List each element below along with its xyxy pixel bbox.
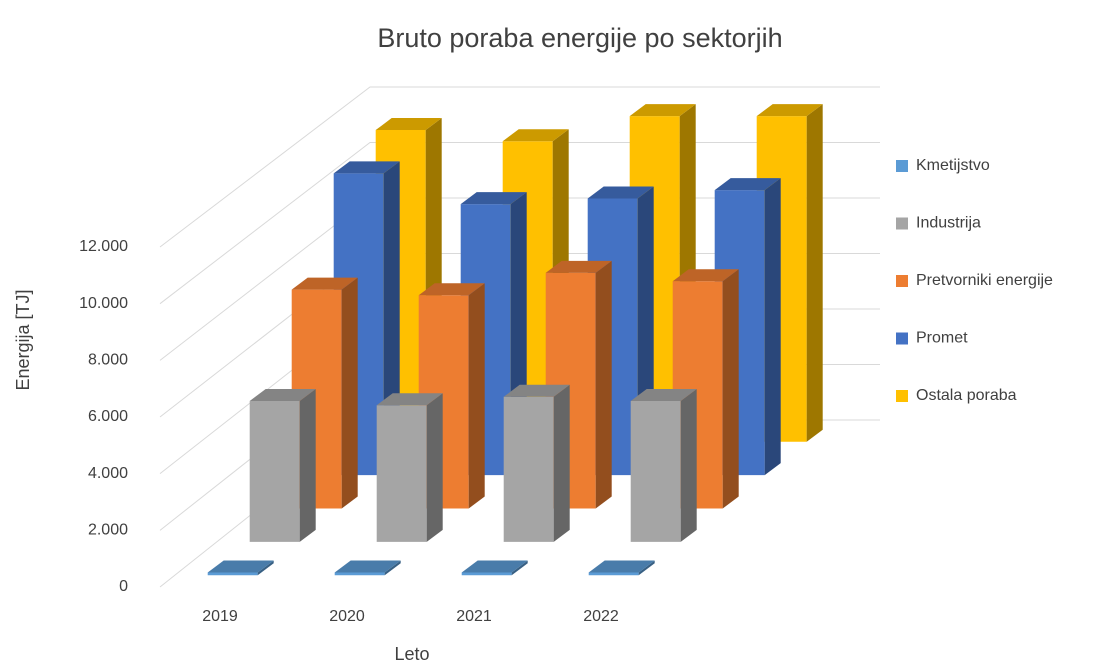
bar-side <box>384 560 401 576</box>
bar-front <box>461 572 512 576</box>
bar-side <box>341 277 358 509</box>
bar-side <box>638 560 655 576</box>
legend-swatch <box>896 160 908 172</box>
legend-swatch <box>896 332 908 345</box>
bar-top <box>249 389 316 402</box>
bar-side <box>806 104 823 442</box>
y-tick-label: 0 <box>119 578 128 595</box>
legend-swatch <box>896 390 908 402</box>
bar-top <box>333 161 400 174</box>
y-tick-label: 6.000 <box>88 408 128 425</box>
grid-line <box>159 86 880 248</box>
y-tick-label: 8.000 <box>88 352 128 369</box>
bar-top <box>629 104 696 117</box>
bar-top <box>587 186 654 199</box>
bar <box>461 560 528 576</box>
legend-swatch <box>896 275 908 287</box>
y-axis-title: Energija [TJ] <box>13 289 33 390</box>
bar-top <box>376 393 443 406</box>
bar-side <box>426 393 443 542</box>
bar-side <box>722 269 739 509</box>
bar-side <box>468 283 485 509</box>
bar-top <box>375 118 442 131</box>
chart-title: Bruto poraba energije po sektorjih <box>377 23 782 53</box>
y-tick-label: 4.000 <box>88 465 128 482</box>
bar-side <box>299 389 316 542</box>
bar <box>249 389 316 542</box>
bar-front <box>588 572 639 576</box>
bar-side <box>553 384 570 542</box>
y-tick-label: 10.000 <box>79 295 128 312</box>
bar-top <box>672 269 739 282</box>
x-tick-label: 2019 <box>202 608 238 625</box>
bar-top <box>714 178 781 191</box>
bar-top <box>756 104 823 117</box>
bar-top <box>502 129 569 142</box>
x-axis-title: Leto <box>394 644 429 664</box>
y-tick-label: 2.000 <box>88 522 128 539</box>
bar-top <box>545 260 612 273</box>
bar-side <box>257 560 274 576</box>
bar-side <box>680 389 697 542</box>
legend-swatch <box>896 217 908 230</box>
bar-front <box>207 572 258 576</box>
bar-top <box>291 277 358 290</box>
bar-top <box>418 283 485 296</box>
bar <box>588 560 655 576</box>
grid-line <box>159 142 880 305</box>
bar <box>503 384 570 542</box>
legend-label: Industrija <box>916 215 981 232</box>
bar <box>376 393 443 542</box>
bar <box>630 389 697 542</box>
legend-label: Ostala poraba <box>916 387 1017 404</box>
bar-side <box>764 178 781 476</box>
bar-top <box>461 560 528 573</box>
x-tick-label: 2022 <box>583 608 619 625</box>
x-tick-label: 2021 <box>456 608 492 625</box>
bar-side <box>595 260 612 509</box>
y-tick-label: 12.000 <box>79 238 128 255</box>
bar-front <box>334 572 385 576</box>
bar-top <box>460 192 527 205</box>
bar-front <box>376 405 427 542</box>
legend-label: Kmetijstvo <box>916 157 990 174</box>
bar <box>334 560 401 576</box>
bar-top <box>503 384 570 397</box>
bar-top <box>334 560 401 573</box>
bar-top <box>588 560 655 573</box>
x-tick-label: 2020 <box>329 608 365 625</box>
bar <box>207 560 274 576</box>
legend-label: Promet <box>916 330 968 347</box>
bar-front <box>630 401 681 542</box>
bar-top <box>630 389 697 402</box>
bar-side <box>511 560 528 576</box>
bar-top <box>207 560 274 573</box>
bar-front <box>249 401 300 542</box>
legend-label: Pretvorniki energije <box>916 272 1053 289</box>
bar-front <box>503 396 554 542</box>
